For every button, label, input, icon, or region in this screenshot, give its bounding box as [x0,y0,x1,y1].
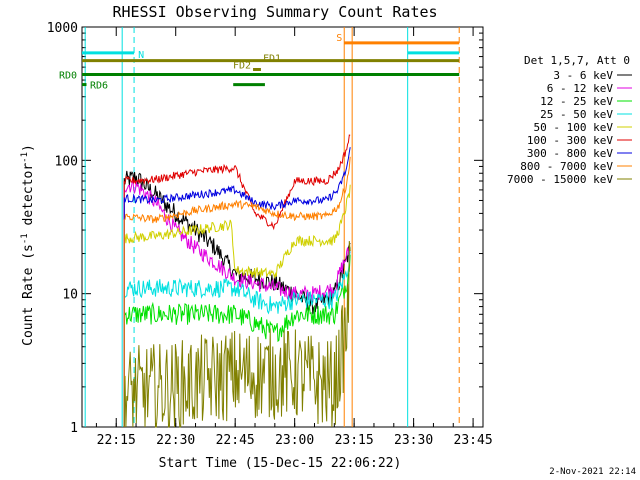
flag-label: RD6 [90,81,108,92]
flag-label: N [138,50,144,61]
x-tick-label: 22:45 [216,433,255,448]
y-tick-label: 10 [62,288,78,303]
y-tick-label: 1 [70,421,78,436]
plot-frame [81,26,484,428]
x-tick-label: 23:00 [275,433,314,448]
legend-entry-label: 50 - 100 keV [534,121,614,134]
x-tick-label: 22:30 [156,433,195,448]
x-axis-label: Start Time (15-Dec-15 22:06:22) [159,456,402,471]
y-tick-label: 1000 [47,21,78,36]
y-axis-label: Count Rate (s-1 detector-1) [20,144,36,346]
legend-entry-label: 6 - 12 keV [547,82,614,95]
legend-entry-label: 300 - 800 keV [527,147,613,160]
x-tick-label: 23:30 [394,433,433,448]
footer-timestamp: 2-Nov-2021 22:14 [549,467,636,477]
series-line [123,247,351,427]
legend-entry-label: 7000 - 15000 keV [507,173,613,186]
flag-label: FD1 [263,54,281,65]
flag-label: FD2 [233,61,251,72]
series-line [123,156,351,427]
legend-entry-label: 3 - 6 keV [553,69,613,82]
x-tick-label: 23:15 [335,433,374,448]
flag-label: RD0 [59,71,77,82]
series-line [123,254,351,427]
series-line [123,147,351,427]
x-tick-label: 23:45 [454,433,493,448]
flag-label: S [336,33,342,44]
series-line [123,240,351,428]
legend-entry-label: 12 - 25 keV [540,95,613,108]
legend-entry-label: 100 - 300 keV [527,134,613,147]
series-line [123,178,351,427]
legend-entry-label: 800 - 7000 keV [520,160,613,173]
legend-title: Det 1,5,7, Att 0 [524,54,630,67]
legend-entry-label: 25 - 50 keV [540,108,613,121]
x-tick-label: 22:15 [97,433,136,448]
chart-title: RHESSI Observing Summary Count Rates [112,3,437,21]
series-line [123,134,351,427]
axes-frame: 1 10 100 1000 22:15 22:30 22:45 23:00 23:15 23:30… [47,21,493,448]
series-line [123,184,351,427]
y-tick-label: 100 [55,154,78,169]
plot-data-area: N S FD1 FD2 RD0 RD6 [59,27,460,428]
